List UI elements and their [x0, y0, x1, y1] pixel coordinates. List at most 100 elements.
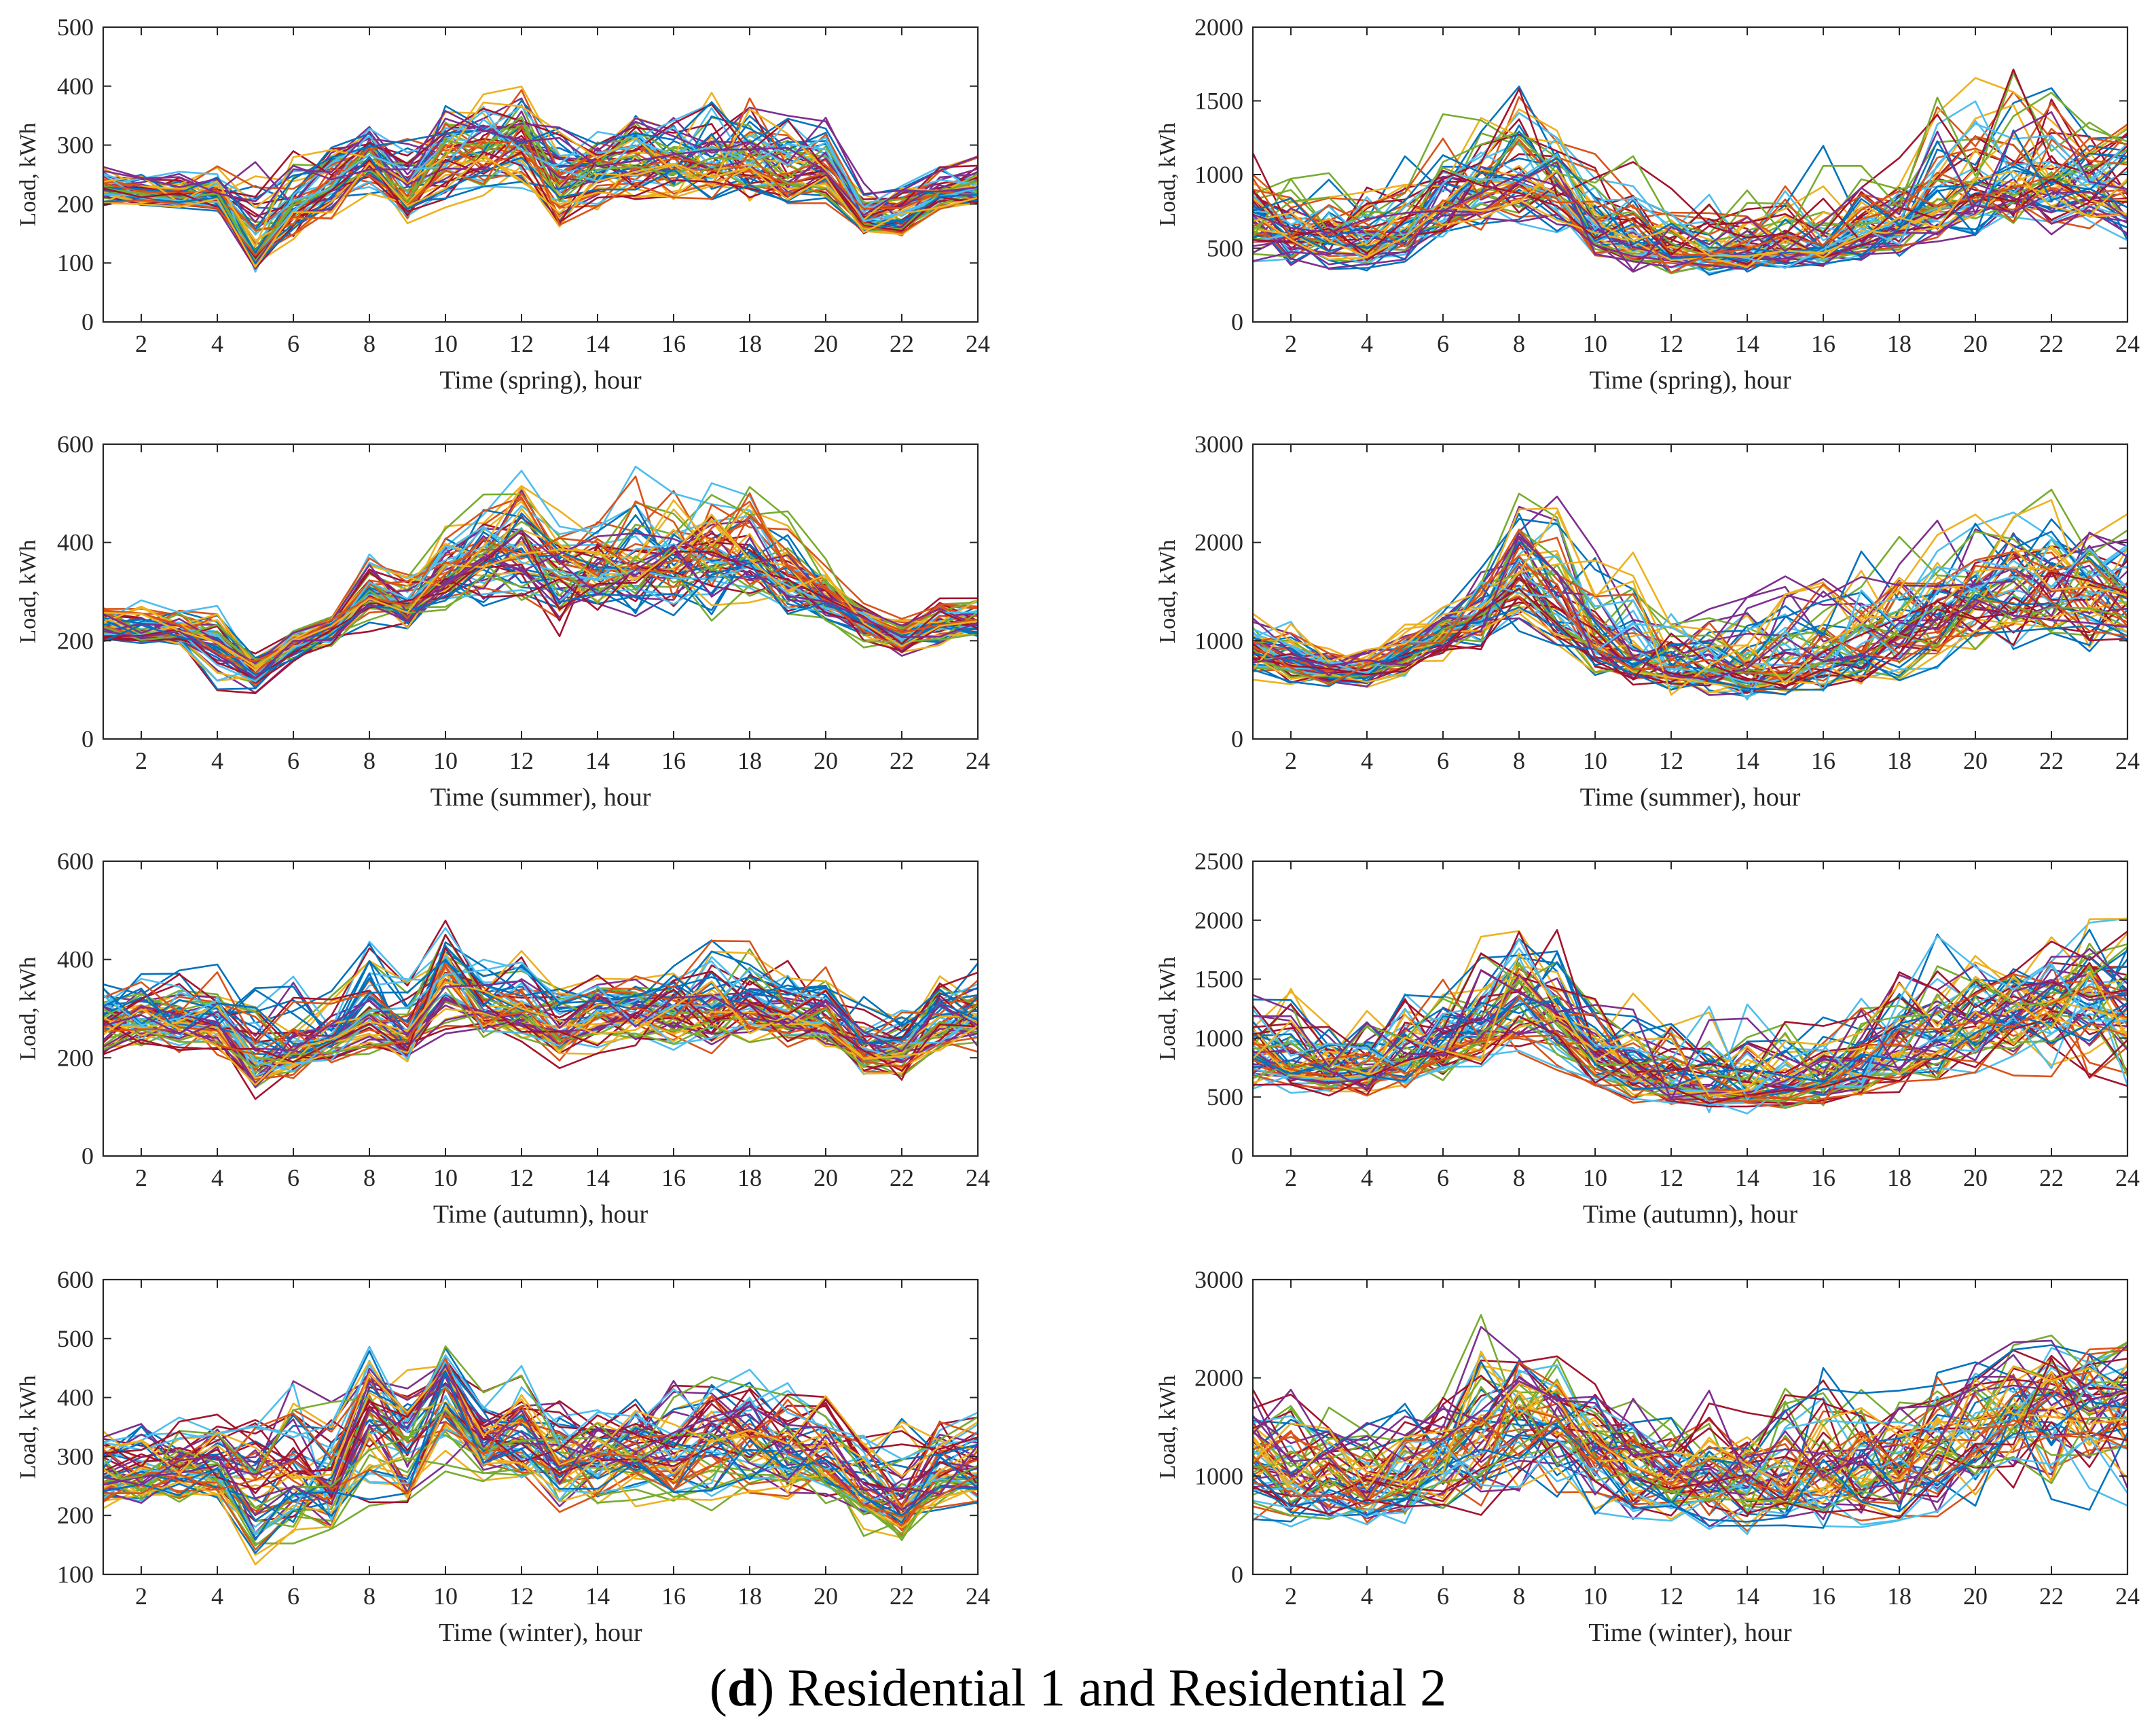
- series-line-58: [103, 977, 978, 1068]
- x-tick-label: 14: [585, 747, 610, 774]
- series-line-53: [1253, 1344, 2127, 1489]
- series-line-53: [103, 116, 978, 223]
- y-tick-label: 600: [57, 1266, 94, 1293]
- series-line-49: [1253, 68, 2127, 238]
- series-line-54: [1253, 1417, 2127, 1520]
- x-tick-label: 18: [1887, 1164, 1912, 1191]
- series-line-55: [1253, 122, 2127, 269]
- y-tick-label: 400: [57, 946, 94, 973]
- series-line-22: [1253, 1360, 2127, 1517]
- x-tick-label: 8: [1513, 747, 1525, 774]
- x-tick-label: 16: [1811, 747, 1835, 774]
- y-tick-label: 200: [57, 1502, 94, 1529]
- x-tick-label: 4: [1361, 1164, 1373, 1191]
- x-tick-label: 2: [1285, 1583, 1297, 1610]
- x-axis-label: Time (summer), hour: [1580, 783, 1801, 812]
- x-tick-label: 4: [211, 1583, 223, 1610]
- series-line-46: [1253, 1375, 2127, 1503]
- y-axis-label: Load, kWh: [16, 957, 41, 1061]
- x-axis-label: Time (winter), hour: [439, 1619, 642, 1647]
- series-line-51: [103, 1357, 978, 1509]
- x-axis-label: Time (autumn), hour: [1583, 1200, 1798, 1229]
- y-axis-label: Load, kWh: [1155, 1375, 1180, 1479]
- series-line-52: [1253, 999, 2127, 1096]
- series-line-60: [103, 1365, 978, 1517]
- x-tick-label: 10: [1583, 330, 1607, 357]
- y-tick-label: 2000: [1194, 14, 1243, 41]
- x-tick-label: 2: [135, 1164, 147, 1191]
- series-line-59: [1253, 169, 2127, 258]
- series-line-35: [103, 998, 978, 1072]
- x-tick-label: 10: [433, 747, 458, 774]
- series-line-60: [1253, 535, 2127, 680]
- x-tick-label: 24: [2115, 1583, 2140, 1610]
- series-line-60: [103, 110, 978, 217]
- x-tick-label: 18: [737, 747, 762, 774]
- series-line-15: [1253, 928, 2127, 1072]
- x-tick-label: 12: [509, 1164, 534, 1191]
- axes-box: [1251, 1278, 2129, 1576]
- y-tick-label: 1000: [1194, 1024, 1243, 1051]
- series-group: [1253, 68, 2127, 276]
- x-tick-label: 18: [1887, 1583, 1912, 1610]
- chart-residential-2-spring: 2 4 6 8 10 12 14 16 18 20 22 240500100015002000Time…: [1155, 14, 2140, 395]
- series-line-29: [103, 533, 978, 691]
- series-group: [103, 86, 978, 273]
- x-tick-label: 18: [737, 1583, 762, 1610]
- series-line-37: [103, 981, 978, 1055]
- series-line-54: [1253, 588, 2127, 685]
- y-tick-label: 600: [57, 431, 94, 458]
- x-tick-label: 20: [814, 1583, 838, 1610]
- series-line-3: [1253, 930, 2127, 1096]
- x-tick-label: 6: [287, 747, 299, 774]
- series-line-60: [1253, 1339, 2127, 1504]
- x-tick-label: 12: [1659, 1164, 1683, 1191]
- series-line-55: [103, 1345, 978, 1460]
- series-line-53: [103, 1376, 978, 1511]
- series-line-57: [103, 156, 978, 265]
- x-tick-label: 6: [1437, 330, 1449, 357]
- series-line-58: [103, 124, 978, 257]
- series-group: [1253, 918, 2127, 1115]
- x-tick-label: 14: [1735, 330, 1759, 357]
- x-tick-label: 2: [1285, 747, 1297, 774]
- series-line-57: [1253, 585, 2127, 691]
- axes-box: [1251, 860, 2129, 1157]
- x-tick-label: 8: [363, 1583, 376, 1610]
- x-tick-label: 4: [1361, 1583, 1373, 1610]
- x-tick-label: 22: [890, 330, 914, 357]
- chart-residential-1-spring: 2 4 6 8 10 12 14 16 18 20 22 240100200300400500Time…: [16, 14, 990, 395]
- series-line-42: [103, 541, 978, 674]
- series-line-60: [1253, 947, 2127, 1101]
- x-tick-label: 16: [661, 747, 686, 774]
- series-line-38: [1253, 499, 2127, 664]
- series-line-57: [103, 547, 978, 676]
- y-tick-label: 200: [57, 190, 94, 217]
- x-tick-label: 22: [2039, 330, 2064, 357]
- y-tick-label: 100: [57, 249, 94, 276]
- series-line-49: [103, 934, 978, 1041]
- y-axis-label: Load, kWh: [16, 540, 41, 644]
- y-tick-label: 2000: [1194, 907, 1243, 934]
- series-line-48: [1253, 100, 2127, 247]
- y-tick-label: 2000: [1194, 1365, 1243, 1392]
- x-tick-label: 22: [890, 1583, 914, 1610]
- x-tick-label: 20: [814, 330, 838, 357]
- x-tick-label: 4: [211, 330, 223, 357]
- y-tick-label: 100: [57, 1561, 94, 1588]
- x-tick-label: 2: [135, 1583, 147, 1610]
- series-line-60: [103, 530, 978, 679]
- x-tick-label: 24: [966, 1583, 990, 1610]
- y-tick-label: 0: [1231, 308, 1243, 336]
- x-tick-label: 8: [363, 330, 376, 357]
- y-tick-label: 0: [81, 725, 94, 753]
- series-line-50: [1253, 130, 2127, 263]
- x-tick-label: 14: [585, 330, 610, 357]
- y-tick-label: 0: [1231, 725, 1243, 753]
- x-tick-label: 22: [2039, 1164, 2064, 1191]
- x-tick-label: 4: [1361, 747, 1373, 774]
- x-tick-label: 12: [509, 1583, 534, 1610]
